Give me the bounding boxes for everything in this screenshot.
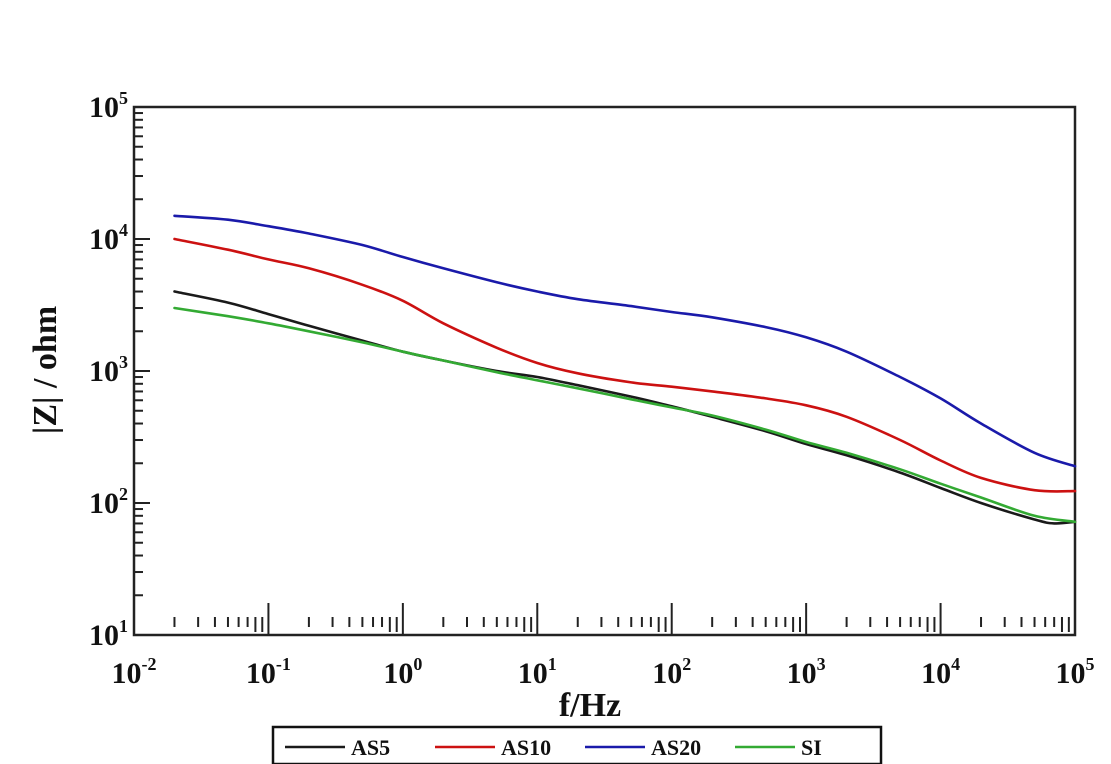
- series-line-as5: [173, 290, 1077, 525]
- series-line-as20: [173, 214, 1077, 468]
- y-tick-label: 102: [89, 484, 128, 520]
- y-tick-label: 103: [89, 352, 128, 388]
- legend-box: [271, 725, 883, 764]
- y-tick-label: 104: [89, 220, 128, 256]
- y-tick-labels: 101 102 103 104 105: [89, 88, 128, 652]
- x-tick-label: 103: [787, 654, 826, 690]
- series-lines: [173, 214, 1077, 525]
- x-tick-labels: 10-2 10-1 100 101 102 103 104 105: [112, 654, 1095, 690]
- legend-label-as5: AS5: [351, 735, 390, 760]
- legend-label-si: SI: [801, 735, 822, 760]
- x-tick-label: 102: [652, 654, 691, 690]
- y-axis-title: |Z| / ohm: [27, 306, 64, 434]
- legend: AS5 AS10 AS20 SI: [271, 725, 883, 764]
- x-tick-label: 105: [1056, 654, 1095, 690]
- y-tick-label: 101: [89, 616, 128, 652]
- y-tick-label: 105: [89, 88, 128, 124]
- x-tick-label: 10-1: [246, 654, 291, 690]
- x-axis-title: f/Hz: [559, 687, 621, 724]
- x-tick-label: 100: [383, 654, 422, 690]
- x-tick-label: 101: [518, 654, 557, 690]
- legend-label-as20: AS20: [651, 735, 701, 760]
- x-tick-label: 10-2: [112, 654, 157, 690]
- series-line-as10: [173, 237, 1077, 493]
- series-line-si: [173, 306, 1077, 524]
- legend-label-as10: AS10: [501, 735, 551, 760]
- minor-ticks: [134, 112, 1070, 636]
- x-tick-label: 104: [921, 654, 960, 690]
